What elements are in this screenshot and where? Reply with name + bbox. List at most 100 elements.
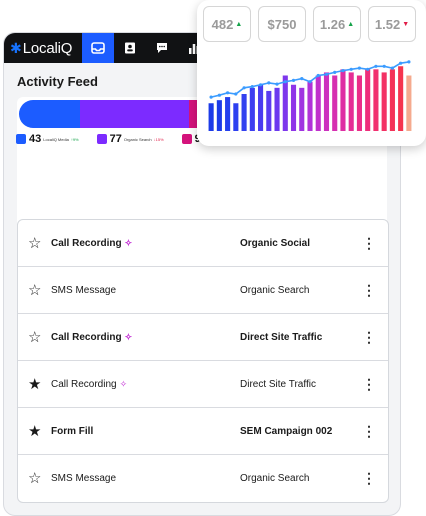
chart-bar [266, 90, 272, 131]
chart-point [209, 95, 213, 99]
more-options-icon[interactable]: ⋮ [362, 422, 376, 439]
star-outline-icon[interactable]: ☆ [28, 234, 42, 252]
chart-point [283, 80, 287, 84]
chart-point [407, 60, 411, 64]
chart-point [374, 64, 378, 68]
legend-count: 43 [29, 133, 42, 145]
nav-item-inbox[interactable] [82, 33, 115, 63]
list-item[interactable]: ☆ Call Recording ✧ Direct Site Traffic ⋮ [18, 314, 388, 361]
chart-bar [216, 100, 222, 131]
activity-list: ☆ Call Recording ✧ Organic Social ⋮ ☆ SMS Mess… [17, 219, 389, 503]
chart-bar [249, 87, 255, 131]
more-options-icon[interactable]: ⋮ [362, 375, 376, 392]
nav-item-contacts[interactable] [114, 33, 146, 63]
chart-bar [241, 94, 247, 131]
chart-bar [307, 81, 313, 131]
chart-point [333, 70, 337, 74]
chart-bar [381, 72, 387, 131]
chart-bar [258, 84, 264, 131]
logo-star-icon: ✱ [10, 39, 22, 56]
chart-bar [373, 69, 379, 131]
stat-box: $750 [258, 6, 306, 42]
chart-bar [208, 103, 214, 131]
chart-bar [233, 103, 239, 131]
activity-source: SEM Campaign 002 [240, 425, 333, 437]
chart-bar [406, 75, 412, 131]
chart-point [390, 66, 394, 70]
star-outline-icon[interactable]: ☆ [28, 328, 42, 346]
list-item[interactable]: ☆ SMS Message Organic Search ⋮ [18, 455, 388, 501]
chart-bar [274, 87, 280, 131]
chart-bar [290, 84, 297, 131]
chart-point [259, 83, 263, 87]
source-icon [16, 134, 26, 144]
nav-item-messages[interactable] [146, 33, 178, 63]
chart-point [341, 69, 345, 73]
legend-change: ↑9% [70, 136, 79, 142]
star-outline-icon[interactable]: ☆ [28, 469, 42, 487]
stat-value: 1.26 [319, 16, 346, 32]
chart-bar [398, 66, 404, 131]
activity-source: Direct Site Traffic [240, 331, 323, 343]
chart-bar [348, 72, 354, 131]
chart-point [250, 85, 254, 89]
chart-point [267, 81, 271, 85]
trend-chart [208, 60, 412, 131]
star-outline-icon[interactable]: ☆ [28, 281, 42, 299]
chart-point [291, 78, 296, 82]
activity-source: Direct Site Traffic [240, 378, 316, 390]
contacts-icon [125, 42, 136, 54]
chart-bar [299, 87, 305, 131]
legend-label: LocaliQ Media [43, 136, 69, 142]
star-filled-icon[interactable]: ★ [28, 375, 42, 393]
list-item[interactable]: ☆ Call Recording ✧ Organic Social ⋮ [18, 220, 388, 267]
chart-point [226, 91, 230, 95]
more-options-icon[interactable]: ⋮ [362, 328, 376, 345]
chart-bar [323, 72, 330, 131]
chart-point [242, 86, 246, 90]
activity-type: Call Recording ✧ [51, 237, 133, 249]
chart-bar [340, 69, 346, 131]
stat-box: 1.52 ▼ [368, 6, 416, 42]
chart-point [382, 64, 386, 68]
chart-point [357, 66, 361, 70]
legend-count: 77 [109, 133, 122, 145]
source-icon [181, 134, 192, 144]
ai-sparkle-icon: ✧ [119, 378, 128, 389]
list-item[interactable]: ★ Call Recording ✧ Direct Site Traffic ⋮ [18, 361, 388, 408]
share-segment-localiq-media [19, 100, 81, 128]
ai-sparkle-icon: ✧ [124, 331, 133, 342]
chart-bar [282, 75, 288, 131]
activity-type: SMS Message [51, 472, 117, 484]
trend-up-icon: ▲ [347, 20, 355, 28]
star-filled-icon[interactable]: ★ [28, 422, 42, 440]
chart-point [217, 93, 221, 97]
activity-type: Call Recording ✧ [51, 378, 128, 390]
activity-type: SMS Message [51, 284, 117, 296]
stat-box: 1.26 ▲ [313, 6, 361, 42]
chart-point [324, 72, 329, 76]
legend-item-organic-search: 77 Organic Search ↓15% [96, 133, 164, 145]
more-options-icon[interactable]: ⋮ [362, 234, 376, 251]
list-item[interactable]: ☆ SMS Message Organic Search ⋮ [18, 267, 388, 314]
chart-point [300, 77, 304, 81]
more-options-icon[interactable]: ⋮ [362, 469, 376, 486]
chart-bar [225, 97, 231, 131]
activity-source: Organic Search [240, 472, 310, 484]
main-nav [82, 33, 210, 63]
chart-bar [332, 75, 338, 131]
stat-box: 482 ▲ [203, 6, 251, 42]
legend-item-localiq-media: 43 LocaliQ Media ↑9% [16, 133, 79, 145]
activity-source: Organic Social [240, 237, 311, 249]
stat-value: 1.52 [374, 16, 401, 32]
chart-point [308, 80, 312, 84]
chart-point [234, 92, 238, 96]
activity-type: Form Fill [51, 425, 94, 437]
legend-change: ↓15% [153, 136, 164, 142]
chart-point [275, 82, 279, 86]
more-options-icon[interactable]: ⋮ [362, 281, 376, 298]
brand-logo[interactable]: ✱ LocaliQ [10, 33, 72, 63]
chart-point [366, 67, 370, 71]
list-item[interactable]: ★ Form Fill SEM Campaign 002 ⋮ [18, 408, 388, 455]
share-segment-organic-search [80, 100, 190, 128]
